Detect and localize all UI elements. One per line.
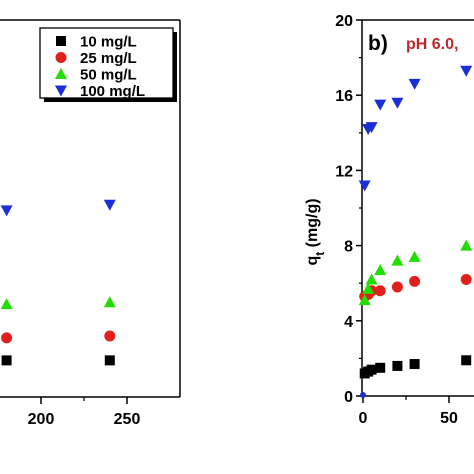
panel-b-point-triangle-up — [408, 250, 421, 262]
panel-b-y-tick-label: 0 — [344, 389, 353, 406]
panel-b-point-triangle-up — [374, 264, 387, 276]
panel-b-point-triangle-down — [391, 97, 404, 109]
panel-b-point-triangle-up — [365, 273, 378, 285]
panel-a-point-triangle-down — [103, 199, 116, 211]
panel-b-y-tick-label: 20 — [335, 13, 353, 30]
panel-b-point-triangle-down — [374, 99, 387, 111]
panel-b-annotation: pH 6.0, — [406, 36, 458, 53]
panel-b-x-tick-label: 50 — [440, 410, 458, 427]
panel-b-point-triangle-down — [358, 180, 371, 192]
panel-b-point-circle — [460, 273, 472, 285]
panel-b-y-tick-label: 4 — [344, 314, 353, 331]
panel-b-point-circle — [374, 285, 386, 297]
panel-b-point-circle — [391, 281, 403, 293]
panel-b-point-square — [409, 359, 420, 370]
panel-b-point-triangle-up — [362, 282, 375, 294]
panel-a-legend-label: 50 mg/L — [80, 67, 137, 84]
panel-b-y-axis-label: qt (mg/g) — [304, 198, 327, 265]
panel-a-legend-marker-triangle-up — [55, 68, 67, 79]
panel-b-point-triangle-up — [358, 294, 371, 306]
panel-a-legend-marker-triangle-down — [55, 85, 67, 97]
panel-b-point-square — [392, 360, 403, 371]
panel-b-point-triangle-up — [391, 254, 404, 266]
panel-a-legend-marker-circle — [55, 52, 67, 63]
panel-b-point-square — [461, 355, 472, 366]
panel-a-legend-label: 100 mg/L — [80, 83, 145, 100]
panel-b-point-circle — [409, 275, 421, 287]
y-label-unit: (mg/g) — [304, 198, 321, 251]
panel-b-point-origin — [360, 392, 366, 398]
panel-b-label: b) — [368, 32, 388, 55]
panel-a-legend-label: 10 mg/L — [80, 34, 137, 51]
panel-a-point-circle — [1, 332, 13, 344]
panel-b-point-triangle-down — [408, 78, 421, 90]
panel-b-y-tick-label: 12 — [335, 163, 353, 180]
panel-b-point-triangle-down — [460, 65, 473, 77]
panel-b-point-square — [375, 362, 386, 373]
panel-a-legend-label: 25 mg/L — [80, 50, 137, 67]
panel-a-point-circle — [104, 330, 116, 342]
panel-a-point-triangle-up — [0, 298, 13, 310]
panel-b-y-tick-label: 8 — [344, 239, 353, 256]
panel-a-point-square — [104, 355, 115, 366]
panel-b-point-triangle-down — [365, 122, 378, 134]
panel-a-point-triangle-down — [0, 205, 13, 217]
panel-b-x-tick-label: 0 — [359, 410, 368, 427]
panel-a-legend-marker-square — [56, 36, 66, 46]
panel-b: 0 4 8 12 16 20 0 50 qt (mg/g) b) pH 6.0, — [304, 13, 474, 427]
panel-a-point-square — [1, 355, 12, 366]
y-label-main: q — [304, 256, 321, 266]
y-label-subscript: t — [313, 252, 327, 256]
panel-b-y-tick-label: 16 — [335, 88, 353, 105]
panel-a-x-tick-label: 250 — [114, 411, 141, 428]
panel-b-point-square — [366, 364, 377, 375]
panel-a-point-triangle-up — [103, 296, 116, 308]
panel-b-point-triangle-up — [460, 239, 473, 251]
panel-a-x-tick-label: 200 — [28, 411, 55, 428]
